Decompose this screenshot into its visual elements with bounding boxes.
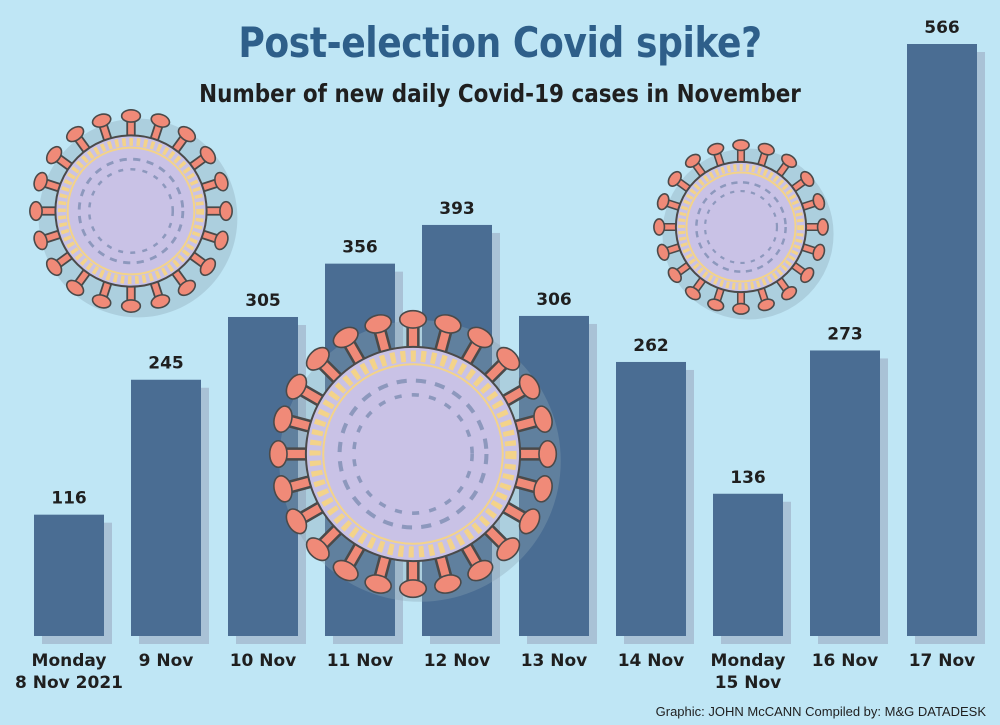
data-label: 393 <box>439 199 475 219</box>
tick-label: 17 Nov <box>909 651 976 671</box>
chart-subtitle: Number of new daily Covid-19 cases in No… <box>199 79 801 108</box>
tick-label: 10 Nov <box>230 651 297 671</box>
tick-label: Monday <box>32 651 107 671</box>
bar <box>907 44 977 636</box>
tick-label: 16 Nov <box>812 651 879 671</box>
bar <box>228 316 298 636</box>
data-label: 305 <box>245 291 281 311</box>
tick-label: Monday <box>711 651 786 671</box>
tick-label: 12 Nov <box>424 651 491 671</box>
bar <box>131 379 201 636</box>
tick-label: 13 Nov <box>521 651 588 671</box>
bar <box>519 315 589 636</box>
data-label: 262 <box>633 336 669 356</box>
coronavirus-illustration <box>653 139 834 320</box>
credit-line: Graphic: JOHN McCANN Compiled by: M&G DA… <box>655 704 986 719</box>
data-label: 273 <box>827 324 863 344</box>
tick-label: 9 Nov <box>139 651 194 671</box>
data-label: 566 <box>924 18 960 38</box>
data-label: 136 <box>730 468 766 488</box>
bar <box>34 514 104 636</box>
coronavirus-illustration <box>29 109 238 318</box>
data-label: 245 <box>148 354 184 374</box>
data-label: 116 <box>51 489 87 509</box>
bar <box>810 350 880 636</box>
virus-decorations <box>29 109 834 602</box>
chart-title: Post-election Covid spike? <box>238 18 762 67</box>
bar <box>616 361 686 636</box>
bar <box>713 493 783 636</box>
data-label: 306 <box>536 290 572 310</box>
tick-label: 8 Nov 2021 <box>15 673 123 693</box>
tick-label: 11 Nov <box>327 651 394 671</box>
tick-label: 14 Nov <box>618 651 685 671</box>
coronavirus-illustration <box>268 309 561 602</box>
tick-label: 15 Nov <box>715 673 782 693</box>
data-label: 356 <box>342 238 378 258</box>
